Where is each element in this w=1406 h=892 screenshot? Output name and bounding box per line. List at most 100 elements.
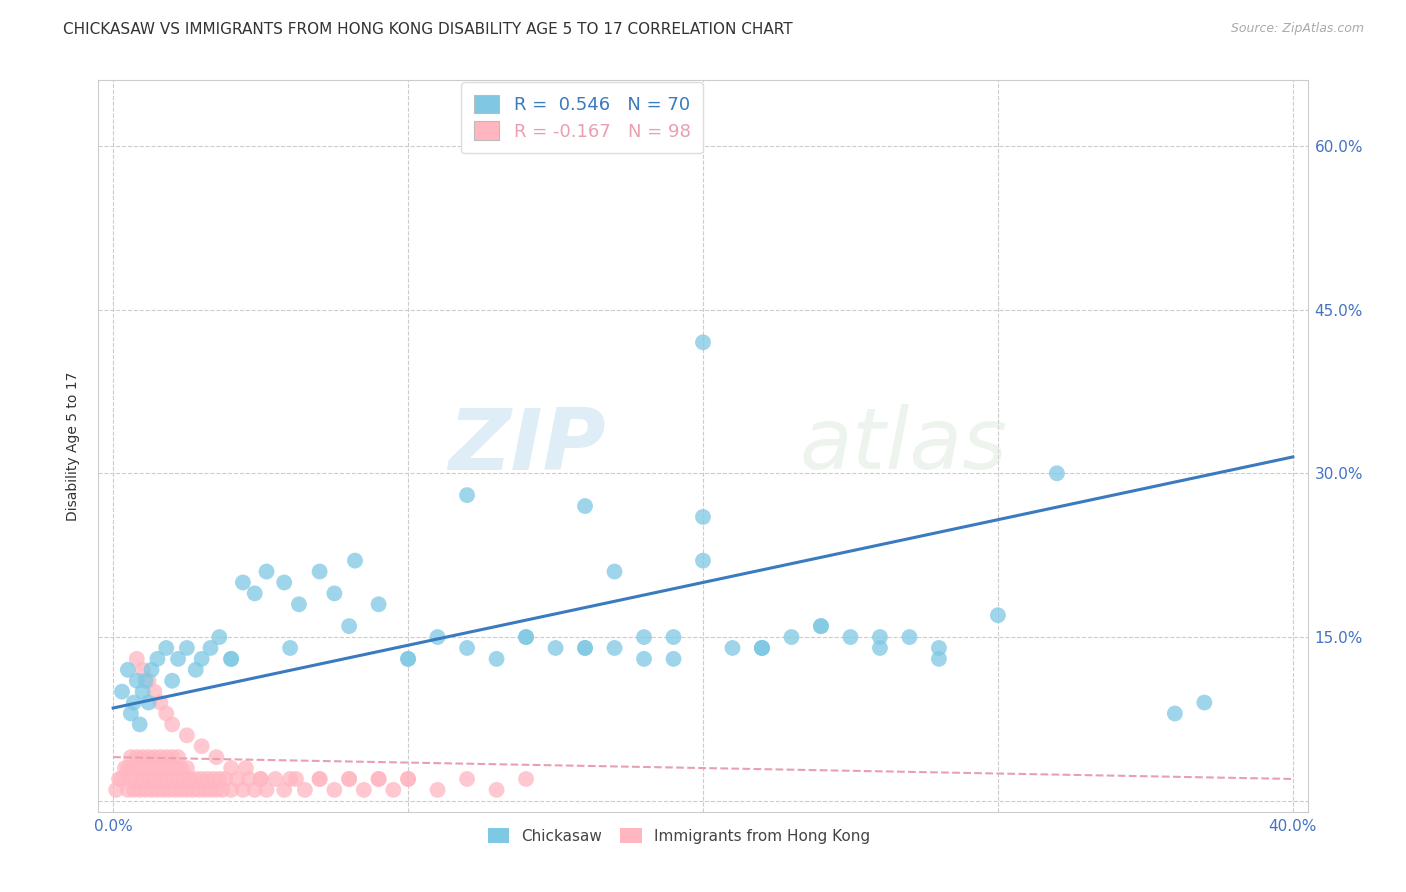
Point [869,630,891,644]
Point [633,630,655,644]
Point [120,750,142,764]
Point [152,761,174,775]
Text: Source: ZipAtlas.com: Source: ZipAtlas.com [1230,22,1364,36]
Point [190,772,212,786]
Point [238,772,260,786]
Point [515,772,537,786]
Point [160,750,183,764]
Point [323,586,346,600]
Point [155,706,177,721]
Point [131,663,153,677]
Point [194,783,217,797]
Point [692,510,714,524]
Point [456,640,478,655]
Point [184,663,207,677]
Point [117,761,139,775]
Point [167,652,190,666]
Point [143,772,166,786]
Y-axis label: Disability Age 5 to 17: Disability Age 5 to 17 [66,371,80,521]
Point [214,772,236,786]
Point [173,772,195,786]
Point [176,728,198,742]
Point [603,640,626,655]
Point [149,750,172,764]
Point [235,761,257,775]
Point [839,630,862,644]
Point [167,750,190,764]
Point [157,761,180,775]
Point [898,630,921,644]
Point [131,684,153,698]
Point [869,640,891,655]
Point [143,684,166,698]
Point [117,783,139,797]
Point [138,673,160,688]
Point [574,640,596,655]
Point [337,772,360,786]
Point [243,783,266,797]
Point [187,783,209,797]
Point [122,696,145,710]
Point [456,772,478,786]
Point [135,673,157,688]
Point [278,772,301,786]
Point [810,619,832,633]
Point [211,783,233,797]
Point [167,772,190,786]
Point [219,652,242,666]
Point [122,761,145,775]
Point [219,761,242,775]
Point [165,761,187,775]
Point [146,652,169,666]
Point [125,772,148,786]
Point [382,783,405,797]
Point [219,783,242,797]
Point [125,652,148,666]
Point [152,783,174,797]
Point [396,772,419,786]
Text: atlas: atlas [800,404,1008,488]
Point [337,772,360,786]
Point [367,772,389,786]
Point [633,652,655,666]
Point [343,554,366,568]
Point [294,783,316,797]
Point [120,772,142,786]
Point [114,761,136,775]
Point [105,783,128,797]
Point [285,772,308,786]
Point [278,640,301,655]
Point [108,772,131,786]
Point [243,586,266,600]
Point [426,783,449,797]
Point [515,630,537,644]
Point [155,750,177,764]
Point [122,783,145,797]
Point [219,652,242,666]
Point [184,772,207,786]
Point [692,554,714,568]
Point [928,640,950,655]
Point [337,619,360,633]
Point [111,684,134,698]
Point [662,630,685,644]
Point [143,750,166,764]
Point [155,640,177,655]
Point [149,696,172,710]
Point [780,630,803,644]
Point [138,772,160,786]
Point [160,772,183,786]
Point [987,608,1010,623]
Point [141,761,163,775]
Point [160,673,183,688]
Point [205,750,228,764]
Point [574,640,596,655]
Point [135,761,157,775]
Point [308,772,330,786]
Point [396,652,419,666]
Point [249,772,271,786]
Point [367,772,389,786]
Point [751,640,773,655]
Point [928,652,950,666]
Text: ZIP: ZIP [449,404,606,488]
